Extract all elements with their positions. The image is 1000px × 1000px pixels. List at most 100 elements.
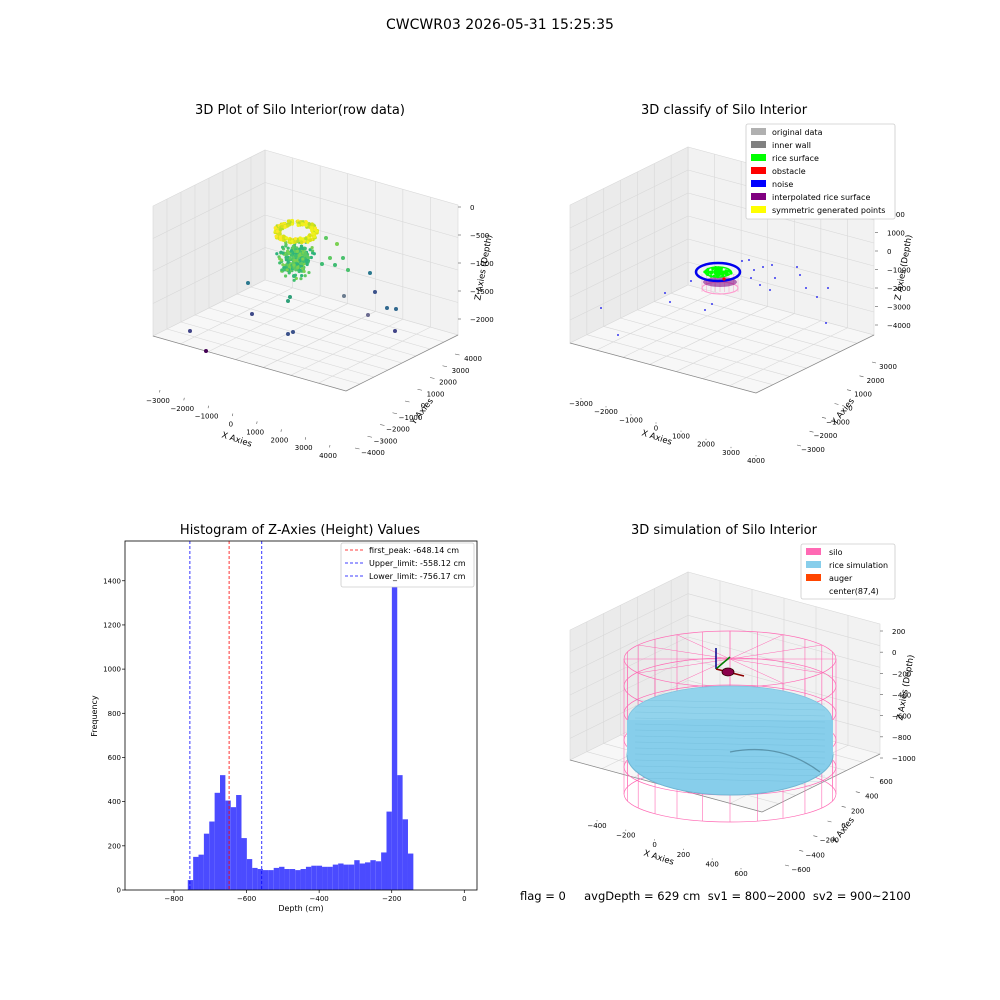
p2-grid-z [687, 238, 875, 290]
p2-y-tick-mark [821, 417, 827, 419]
p4-y-tick-label: −200 [820, 837, 839, 845]
p3-y-tick-label: 1200 [103, 621, 121, 629]
p4-legend-box [800, 543, 896, 600]
p1-point [292, 274, 296, 278]
p3-bar [262, 870, 269, 890]
p1-point [302, 269, 306, 274]
p3-bar [391, 556, 398, 890]
p2-legend-label: symmetric generated points [772, 206, 885, 215]
p2-noise-point [769, 289, 771, 291]
p3-bar [203, 833, 210, 890]
p4-z-tick-label: −1000 [892, 755, 916, 763]
p4-silo-spoke [729, 644, 822, 660]
p4-rice-mesh [634, 705, 826, 711]
p1-y-tick-mark [354, 447, 360, 450]
p2-z-tick-label: 1000 [887, 230, 905, 238]
p1-point [295, 262, 300, 266]
p1-grid-y [250, 286, 445, 343]
p2-x-axis-line [569, 342, 757, 394]
p4-y-tick-mark [869, 776, 875, 779]
p1-grid-z [152, 182, 266, 239]
p1-y-tick-mark [367, 435, 373, 438]
p3-bar [407, 853, 414, 890]
p1-point [324, 236, 328, 240]
p1-x-tick-label: −2000 [170, 405, 194, 413]
p4-silo-spoke [729, 634, 784, 660]
p1-point [284, 236, 289, 240]
p1-point [293, 240, 297, 244]
p1-x-tick-mark [329, 444, 331, 448]
p4-legend-label: silo [829, 548, 843, 557]
p4-z-tick-label: −200 [892, 670, 911, 678]
p3-x-tick-label: −200 [382, 895, 401, 903]
p3-bar [381, 852, 387, 890]
p1-point [310, 245, 314, 250]
p2-grid-z [569, 192, 689, 252]
p1-point [277, 231, 282, 236]
p2-y-tick-mark [796, 444, 802, 447]
p1-point [280, 245, 285, 249]
p2-legend-label: interpolated rice surface [772, 193, 870, 202]
p1-point [281, 263, 285, 267]
p1-point [368, 271, 372, 275]
p1-y-tick-label: −3000 [374, 437, 398, 445]
p2-grid-y [603, 326, 790, 377]
p3-y-tick-label: 1400 [103, 577, 121, 585]
p3-bar [397, 775, 403, 890]
p3-legend-box [340, 542, 475, 588]
p1-point [279, 250, 283, 255]
p1-point [284, 243, 288, 247]
p1-point [291, 330, 295, 334]
p2-grid-z [569, 261, 689, 321]
p4-y-tick-mark [813, 835, 818, 837]
p2-z-tick-label: −1000 [887, 267, 911, 275]
p2-x-tick-label: 4000 [747, 457, 765, 465]
p1-point [394, 307, 398, 311]
p2-grid-z [687, 215, 875, 267]
p1-point [314, 229, 319, 233]
p4-x-axis-label: X Axies [642, 848, 675, 867]
p4-y-tick-mark [855, 791, 860, 793]
p2-y-tick-label: −2000 [814, 432, 838, 440]
p2-noise-point [669, 301, 671, 303]
p3-bar [354, 860, 360, 890]
p1-point [311, 231, 316, 236]
p1-y-tick-label: 2000 [439, 379, 457, 387]
p3-bar [343, 864, 349, 890]
p1-point [296, 239, 300, 243]
p1-x-tick-label: −3000 [146, 397, 170, 405]
p2-legend-swatch [751, 167, 766, 174]
p1-y-tick-label: 3000 [452, 367, 470, 375]
p1-point [287, 271, 291, 275]
p2-noise-point [805, 287, 807, 289]
p2-x-tick-label: 0 [654, 424, 658, 432]
p1-point [299, 277, 303, 281]
p4-rice-mesh [634, 765, 826, 771]
p2-z-tick-label: 2000 [887, 211, 905, 219]
p3-bar [348, 864, 355, 890]
p2-noise-point [771, 264, 773, 266]
p4-x-tick-label: 0 [652, 841, 656, 849]
p4-rice-mesh [634, 735, 826, 741]
p1-point [292, 278, 296, 282]
p2-noise-point [690, 280, 692, 282]
p2-legend-label: original data [772, 128, 823, 137]
p2-rice-point [724, 269, 728, 273]
p1-point [299, 261, 304, 266]
p3-bar [209, 821, 215, 890]
p2-legend-swatch [751, 128, 766, 135]
p2-z-tick-label: −3000 [887, 304, 911, 312]
p2-z-tick-label: −4000 [887, 322, 911, 330]
p1-grid-z [264, 182, 459, 238]
p1-point [286, 260, 290, 264]
p2-obstacle-point [722, 277, 726, 281]
p2-grid-y [671, 292, 858, 344]
p1-point [294, 276, 298, 281]
p2-noise-point [664, 292, 666, 294]
p4-z-axis-label: Z Axies (Depth) [895, 654, 916, 721]
p1-point [308, 238, 313, 242]
p1-point [293, 237, 298, 241]
p3-x-tick-label: −600 [237, 895, 256, 903]
p1-x-tick-mark [159, 389, 161, 393]
p1-x-tick-label: 0 [229, 421, 233, 429]
